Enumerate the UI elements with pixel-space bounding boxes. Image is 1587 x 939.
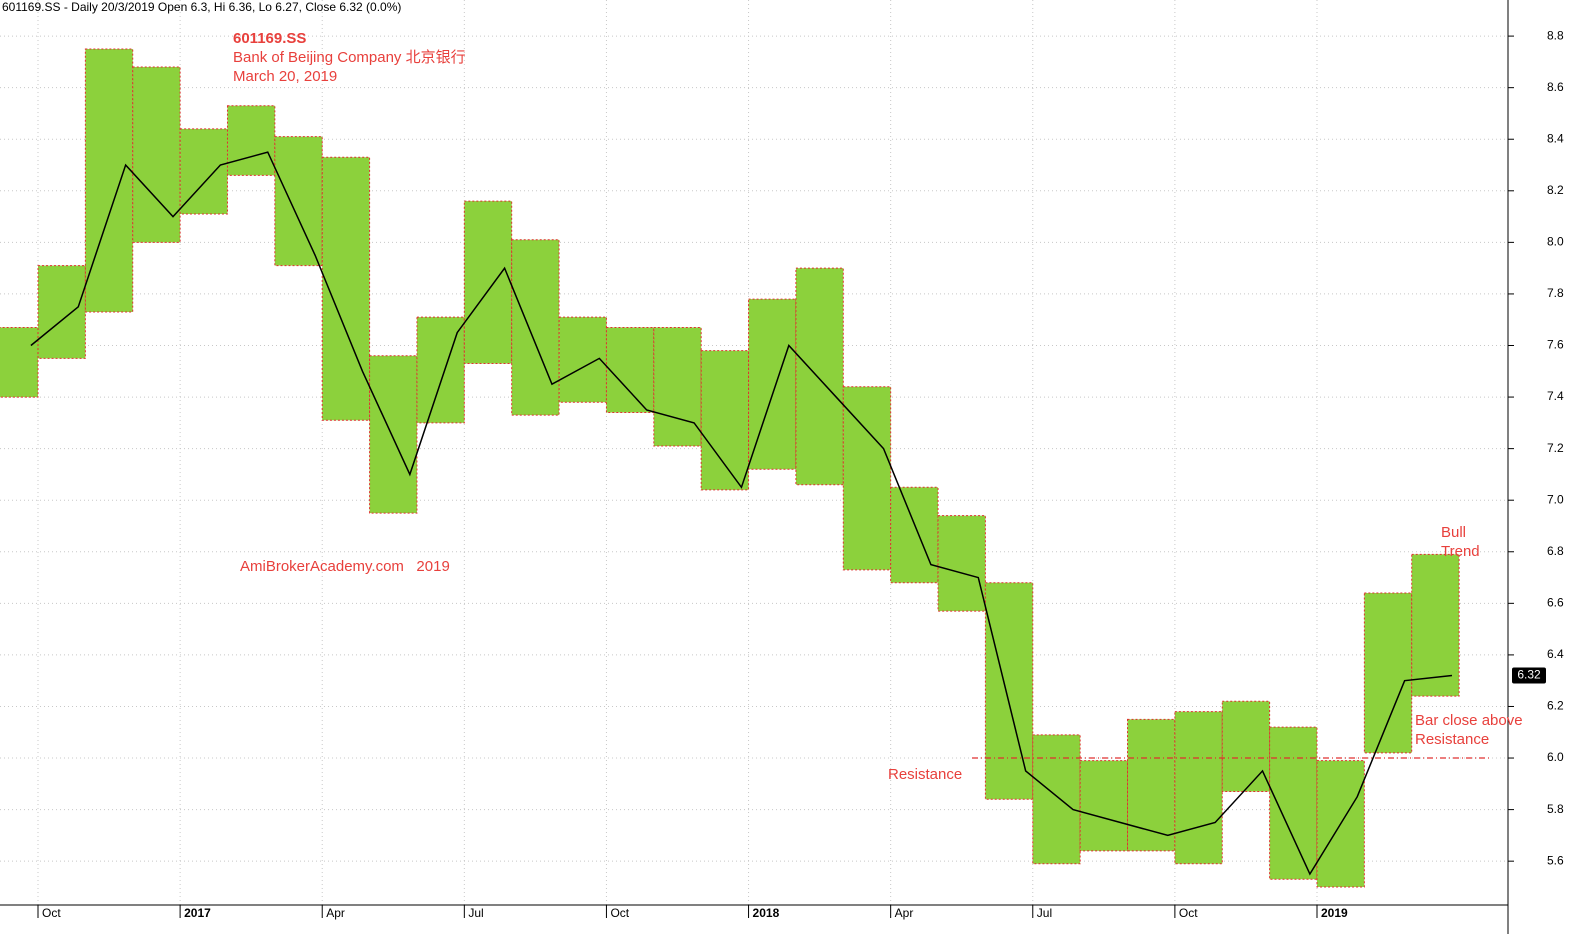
y-tick-label: 8.2 — [1547, 183, 1564, 197]
range-box — [890, 486, 939, 584]
range-box — [321, 156, 371, 421]
range-box — [605, 326, 655, 414]
y-tick-label: 7.6 — [1547, 338, 1564, 352]
range-box — [0, 326, 39, 398]
range-box — [1032, 734, 1081, 865]
range-box — [700, 350, 750, 491]
x-tick-label: Jul — [1037, 906, 1052, 920]
x-tick-label: Oct — [42, 906, 61, 920]
y-tick-label: 6.2 — [1547, 699, 1564, 713]
range-box — [84, 48, 134, 313]
x-tick-label: 2019 — [1321, 906, 1348, 920]
range-box — [369, 355, 418, 514]
range-box — [653, 326, 702, 447]
x-tick-label: 2017 — [184, 906, 211, 920]
annotation: Bull — [1441, 524, 1466, 541]
range-box — [1221, 700, 1271, 793]
annotation: Bar close above — [1415, 712, 1523, 729]
x-tick-label: 2018 — [753, 906, 780, 920]
y-tick-label: 7.0 — [1547, 492, 1564, 506]
y-tick-label: 8.8 — [1547, 28, 1564, 42]
y-tick-label: 8.6 — [1547, 80, 1564, 94]
y-tick-label: 7.2 — [1547, 441, 1564, 455]
range-box — [1411, 553, 1460, 697]
range-box — [274, 136, 323, 267]
range-box — [1363, 592, 1413, 754]
x-tick-label: Apr — [895, 906, 914, 920]
range-box — [37, 265, 86, 359]
y-tick-label: 6.8 — [1547, 544, 1564, 558]
y-tick-label: 7.8 — [1547, 286, 1564, 300]
x-tick-label: Jul — [468, 906, 483, 920]
range-box — [558, 316, 607, 403]
annotation: Bank of Beijing Company 北京银行 — [233, 49, 466, 66]
y-tick-label: 6.0 — [1547, 750, 1564, 764]
range-box — [842, 386, 892, 571]
annotation: Trend — [1441, 543, 1480, 560]
x-tick-label: Apr — [326, 906, 345, 920]
annotation: Resistance — [1415, 731, 1489, 748]
range-box — [1174, 711, 1223, 865]
y-tick-label: 6.6 — [1547, 596, 1564, 610]
annotation: 601169.SS — [233, 30, 306, 47]
x-tick-label: Oct — [610, 906, 629, 920]
range-box — [795, 267, 844, 486]
y-tick-label: 7.4 — [1547, 389, 1564, 403]
annotation: Resistance — [888, 766, 962, 783]
range-box — [937, 515, 986, 612]
annotation: AmiBrokerAcademy.com 2019 — [240, 558, 450, 575]
y-tick-label: 8.0 — [1547, 235, 1564, 249]
y-tick-label: 5.6 — [1547, 853, 1564, 867]
annotation: March 20, 2019 — [233, 68, 337, 85]
last-value-label: 6.32 — [1517, 668, 1541, 682]
range-box — [1079, 760, 1129, 852]
range-box — [132, 66, 181, 243]
plot-area — [0, 48, 1490, 888]
y-tick-label: 8.4 — [1547, 131, 1564, 145]
y-tick-label: 5.8 — [1547, 802, 1564, 816]
price-line — [30, 151, 1453, 876]
range-box — [984, 582, 1034, 800]
range-box — [226, 105, 276, 176]
last-value-box — [1512, 667, 1546, 684]
chart-title: 601169.SS - Daily 20/3/2019 Open 6.3, Hi… — [2, 0, 401, 14]
y-tick-label: 6.4 — [1547, 647, 1564, 661]
range-box — [511, 239, 560, 416]
range-box — [463, 200, 513, 365]
x-tick-label: Oct — [1179, 906, 1198, 920]
